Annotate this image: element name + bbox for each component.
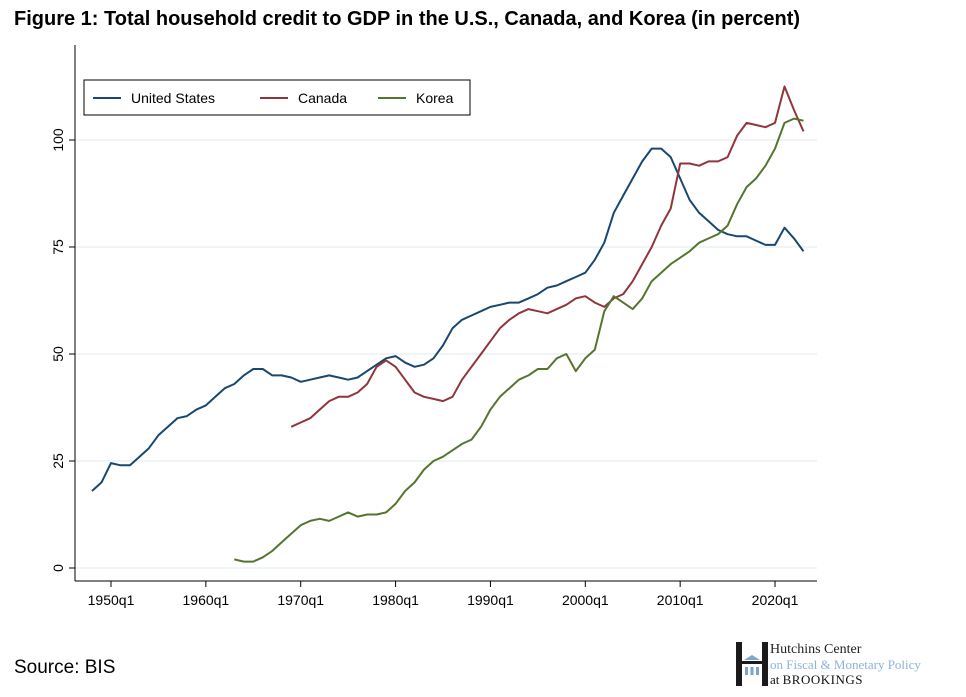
- x-tick-label: 1980q1: [372, 592, 419, 608]
- y-tick-label: 100: [50, 128, 66, 152]
- chart-title: Figure 1: Total household credit to GDP …: [14, 8, 801, 30]
- x-tick-label: 1990q1: [467, 592, 514, 608]
- y-tick-label: 50: [50, 346, 66, 362]
- y-tick-label: 75: [50, 239, 66, 255]
- logo-brookings: BROOKINGS: [782, 672, 863, 687]
- hutchins-center-logo: Hutchins Center on Fiscal & Monetary Pol…: [736, 642, 956, 690]
- series-line-canada: [290, 85, 805, 428]
- legend-label: Canada: [298, 90, 347, 106]
- x-tick-label: 1970q1: [277, 592, 324, 608]
- x-tick-label: 2020q1: [752, 592, 799, 608]
- x-tick-label: 2000q1: [562, 592, 609, 608]
- logo-line1: Hutchins Center: [770, 642, 862, 657]
- y-tick-label: 0: [50, 564, 66, 572]
- logo-at: at: [770, 672, 780, 687]
- y-tick-label: 25: [50, 453, 66, 469]
- source-note: Source: BIS: [14, 657, 116, 678]
- logo-line2: on Fiscal & Monetary Policy: [770, 657, 921, 672]
- legend-label: Korea: [416, 90, 454, 106]
- x-tick-label: 1960q1: [183, 592, 230, 608]
- legend-label: United States: [131, 90, 215, 106]
- series-line-united-states: [91, 147, 805, 492]
- x-tick-label: 2010q1: [657, 592, 704, 608]
- building-icon: [736, 642, 768, 686]
- series-line-korea: [234, 117, 804, 563]
- x-tick-label: 1950q1: [88, 592, 135, 608]
